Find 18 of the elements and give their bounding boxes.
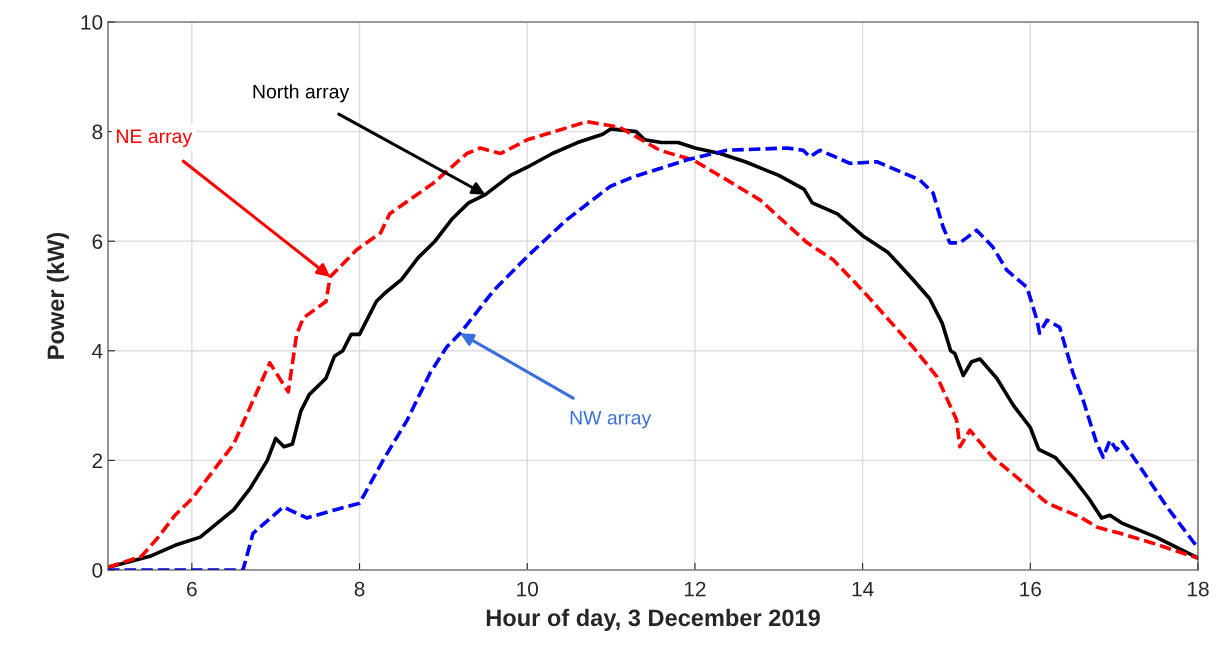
x-tick-label: 8 bbox=[354, 581, 365, 597]
x-axis-title: Hour of day, 3 December 2019 bbox=[486, 608, 820, 631]
x-tick-label: 14 bbox=[852, 581, 874, 597]
y-tick-label: 10 bbox=[81, 15, 103, 30]
x-tick-label: 16 bbox=[1020, 581, 1041, 597]
annotation: North array bbox=[253, 84, 350, 103]
annotation: NW array bbox=[570, 411, 652, 429]
x-tick-label: 12 bbox=[684, 581, 706, 597]
y-tick-label: 6 bbox=[92, 234, 103, 249]
annotation: NE array bbox=[117, 129, 193, 147]
y-tick-label: 4 bbox=[92, 344, 103, 359]
x-tick-label: 10 bbox=[517, 581, 538, 597]
y-tick-label: 8 bbox=[92, 124, 103, 140]
y-tick-label: 0 bbox=[92, 563, 103, 578]
y-tick-label: 2 bbox=[92, 453, 103, 468]
x-tick-label: 18 bbox=[1188, 581, 1209, 597]
x-tick-label: 6 bbox=[187, 581, 197, 597]
y-axis-title: Power (kW) bbox=[46, 232, 69, 359]
